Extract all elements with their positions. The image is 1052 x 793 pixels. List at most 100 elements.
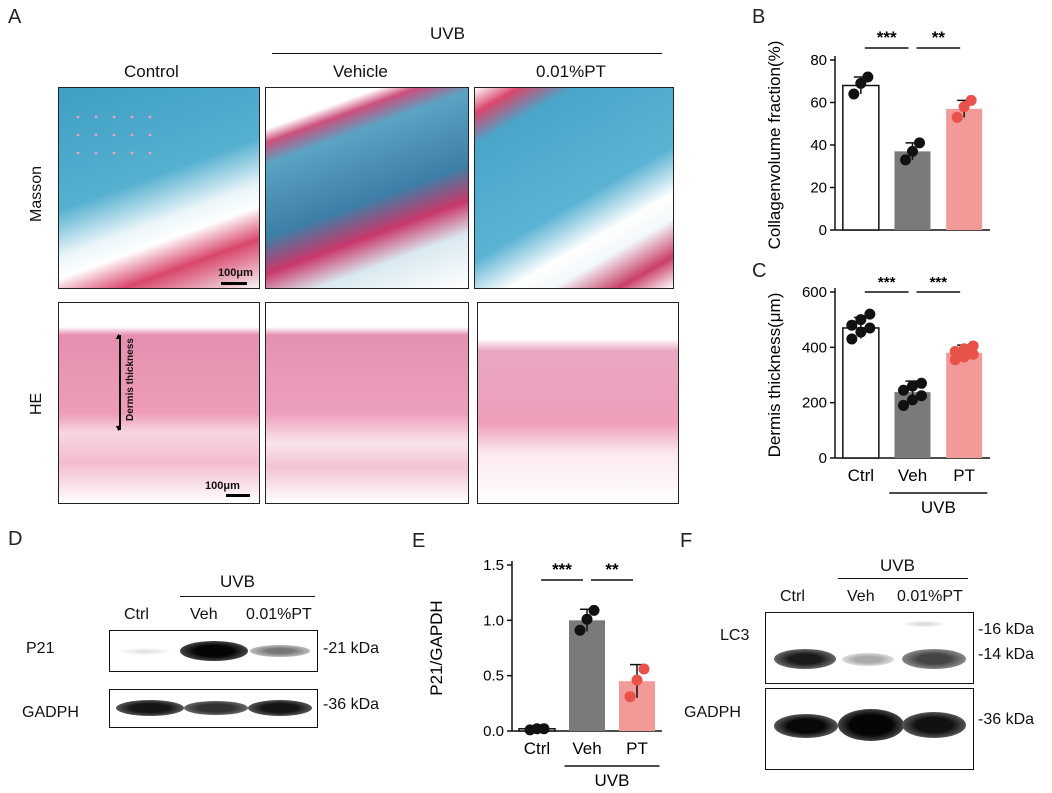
panel-letter-e: E [412,530,426,552]
d-lane-ctrl: Ctrl [124,606,149,623]
significance-label: *** [877,30,897,47]
x-tick-label: Veh [898,466,927,485]
data-point [965,94,977,106]
data-point [855,326,867,338]
group-label: UVB [921,498,956,517]
x-tick-label: Ctrl [848,466,874,485]
y-tick-label: 0.5 [483,668,504,685]
data-point [958,351,970,363]
panel-letter-c: C [752,260,767,282]
x-tick-label: Veh [572,739,601,758]
y-tick-label: 0.0 [483,723,504,740]
significance-label: *** [930,274,948,291]
y-tick-label: 0 [819,450,827,467]
data-point [638,663,650,675]
d-uvb-label: UVB [220,572,255,591]
data-point [900,154,911,166]
scale-bar-line-he [226,494,250,497]
data-point [855,314,867,326]
panel-letter-d: D [8,528,23,550]
data-point [631,674,643,686]
y-tick-label: 400 [802,339,827,356]
col-label-pt: 0.01%PT [536,62,606,81]
y-axis-label: Dermis thickness(μm) [765,293,784,458]
y-tick-label: 200 [802,395,827,412]
y-axis-label: P21/GAPDH [427,600,446,695]
he-pt-image [477,302,679,504]
col-label-control: Control [124,62,179,81]
data-point [624,691,636,703]
data-point [967,340,979,352]
data-point [864,322,876,334]
f-row-gadph: GADPH [684,704,741,721]
f-kda-16: -16 kDa [978,621,1035,638]
panel-letter-a: A [8,6,22,28]
data-point [907,380,918,392]
data-point [846,333,858,345]
chart-c: 0 200 400 600 Dermis thickness(μm) Ctrl Veh PT *… [765,274,990,517]
bar [569,620,605,731]
f-row-lc3: LC3 [720,627,750,644]
d-uvb-line [180,596,315,597]
data-point [574,624,586,636]
data-point [898,399,909,411]
bar [894,151,931,230]
f-lane-ctrl: Ctrl [780,588,805,605]
data-point [949,354,961,366]
d-kda-gadph: -36 kDa [323,696,380,713]
y-tick-label: 0 [819,222,827,239]
data-point [581,613,593,625]
he-vehicle-image [265,302,469,504]
scale-bar-he: 100μm [205,480,240,492]
significance-label: ** [932,30,946,47]
data-point [916,377,927,389]
he-control-image: ▲ ▼ Dermis thickness [58,302,260,504]
x-tick-label: PT [953,466,975,485]
row-label-he: HE [28,392,45,415]
y-tick-label: 20 [810,180,827,197]
dermis-thickness-label: Dermis thickness [125,338,136,421]
panel-letter-b: B [752,6,766,28]
data-point [907,394,918,406]
d-row-p21: P21 [26,640,55,657]
bar [946,352,983,458]
f-lane-pt: 0.01%PT [897,588,963,605]
significance-label: ** [605,560,619,579]
significance-label: *** [878,274,896,291]
y-axis-label: Collagenvolume fraction(%) [765,41,784,250]
row-label-masson: Masson [28,165,45,222]
y-tick-label: 1.0 [483,612,504,629]
x-tick-label: Ctrl [524,739,550,758]
group-label: UVB [595,771,630,790]
data-point [916,390,927,402]
f-blot-gadph [765,688,974,770]
y-tick-label: 600 [802,284,827,301]
data-point [898,384,909,396]
data-point [855,77,867,89]
data-point [949,345,961,357]
uvb-label: UVB [430,24,465,43]
d-lane-veh: Veh [190,606,218,623]
f-uvb-line [838,578,968,579]
data-point [538,723,550,735]
uvb-line [272,53,662,54]
data-point [958,101,970,113]
y-tick-label: 1.5 [483,557,504,574]
data-point [588,604,600,616]
data-point [848,88,860,100]
data-point [864,308,876,320]
f-blot-lc3 [765,612,974,684]
d-blot-gadph [109,689,318,728]
d-kda-p21: -21 kDa [323,640,380,657]
masson-pt-image [474,87,674,289]
y-tick-label: 80 [810,52,827,69]
f-kda-14: -14 kDa [978,646,1035,663]
d-lane-pt: 0.01%PT [246,606,312,623]
x-tick-label: PT [626,739,648,758]
data-point [958,343,970,355]
f-uvb-label: UVB [880,556,915,575]
scale-bar-line-masson [221,282,247,285]
data-point [907,145,918,157]
